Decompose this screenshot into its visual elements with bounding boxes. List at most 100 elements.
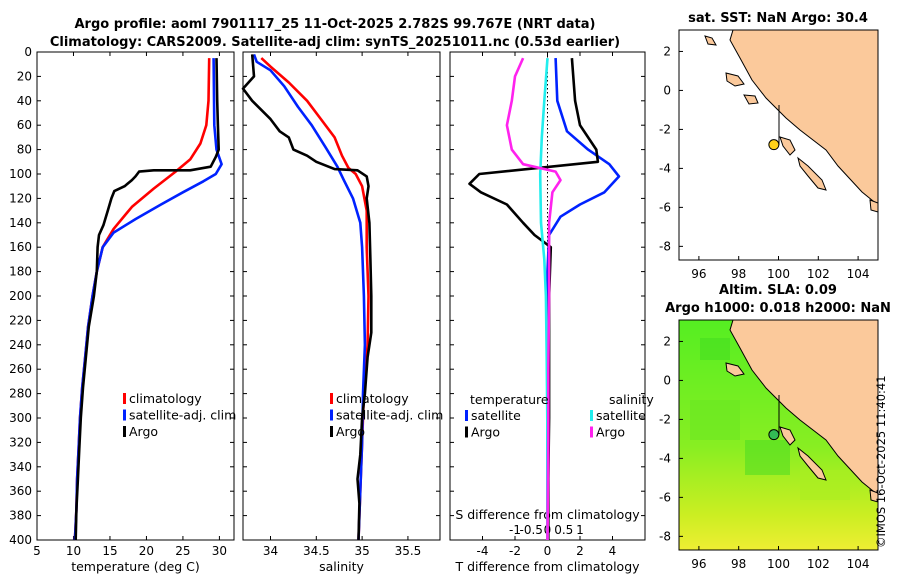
temp-legend-label: Argo: [129, 424, 158, 439]
temp-ytick-label: 20: [17, 69, 32, 83]
salinity-legend-label: satellite-adj. clim: [336, 408, 443, 423]
difference-xtick-label: 4: [609, 544, 617, 558]
sst_map-ytick-label: -4: [659, 161, 671, 175]
sst_map-xtick-label: 98: [731, 267, 746, 281]
sla-map-island-1: [725, 362, 745, 377]
difference-legend-swatch: [590, 410, 593, 421]
sst-map-argo-float-marker: [768, 139, 780, 151]
sla-map-title-line1: Altim. SLA: 0.09: [719, 283, 837, 298]
sla_map-ytick-label: -6: [659, 490, 671, 504]
sla_map-ytick-label: -8: [659, 529, 671, 543]
temp-ytick-label: 400: [9, 533, 32, 547]
sla_map-xtick-label: 100: [767, 557, 790, 571]
difference-legend-title-temperature: temperature: [470, 392, 549, 407]
temp-xtick-label: 25: [175, 544, 190, 558]
sla-map-patch-4: [800, 470, 850, 500]
sst-map-island-4: [797, 156, 827, 191]
temp-legend-swatch: [123, 426, 126, 437]
sla-map-sumatra-land: [729, 320, 878, 496]
temp-ytick-label: 220: [9, 313, 32, 327]
temp-ytick-label: 160: [9, 240, 32, 254]
sst_map-xtick-label: 96: [691, 267, 706, 281]
sst_map-xtick-label: 104: [847, 267, 870, 281]
salinity-legend-swatch: [330, 409, 333, 421]
sla_map-xtick-label: 104: [847, 557, 870, 571]
sla_map-ytick-label: -2: [659, 412, 671, 426]
sst-map-island-1: [725, 72, 745, 87]
sla-map-patch-1: [700, 338, 730, 360]
temp-ytick-label: 100: [9, 167, 32, 181]
temp-ytick-label: 80: [17, 143, 32, 157]
temp-xtick-label: 5: [33, 544, 41, 558]
sst-map-island-3: [779, 136, 796, 156]
temp-ytick-label: 320: [9, 435, 32, 449]
sla-map-island-3: [797, 446, 827, 481]
salinity-frame: [242, 51, 441, 541]
sst-map-ticks: 96 98 100 102 104 2 0 -2 -4 -6 -8: [659, 44, 870, 281]
sla-map-title-line2: Argo h1000: 0.018 h2000: NaN: [665, 301, 891, 316]
temp-xtick-label: 15: [102, 544, 117, 558]
salinity-legend-label: Argo: [336, 424, 365, 439]
sla-map-patch-2: [690, 400, 740, 440]
salinity-xlabel: salinity: [319, 559, 364, 574]
sla-map-panel: Altim. SLA: 0.09 Argo h1000: 0.018 h2000…: [659, 283, 891, 571]
sst-map-sumatra-land: [729, 30, 878, 206]
difference-top-xtick-label: 1: [576, 523, 584, 537]
temp-xlabel: temperature (deg C): [71, 559, 200, 574]
temp-ytick-label: 180: [9, 265, 32, 279]
temp-ytick-label: 280: [9, 387, 32, 401]
difference-legend-title-salinity: salinity: [609, 392, 654, 407]
sla_map-xtick-label: 96: [691, 557, 706, 571]
temperature-panel: 0 20 40 60 80 100 120 140 160 180 200 220 240 260 280 3…: [9, 45, 236, 574]
difference-series-s-argo: [505, 57, 562, 541]
temp-ytick-label: 380: [9, 509, 32, 523]
temp-ytick-label: 120: [9, 191, 32, 205]
sst_map-ytick-label: 0: [663, 83, 671, 97]
sla_map-ytick-label: 0: [663, 373, 671, 387]
temp-xtick-label: 30: [212, 544, 227, 558]
sla_map-xtick-label: 102: [807, 557, 830, 571]
salinity-panel: 34 34.5 35 35.5 salinity climatology satellite…: [241, 51, 443, 574]
sst-map-panel: sat. SST: NaN Argo: 30.4 96 98 100 102 104 2 0…: [659, 11, 879, 281]
sst_map-ytick-label: -6: [659, 200, 671, 214]
temp-ytick-label: 200: [9, 289, 32, 303]
temp-legend-swatch: [123, 393, 126, 404]
temp-xtick-label: 20: [139, 544, 154, 558]
sst_map-ytick-label: -8: [659, 239, 671, 253]
temp-ytick-label: 60: [17, 118, 32, 132]
difference-top-xtick-label: -1: [509, 523, 521, 537]
sst_map-ytick-label: 2: [663, 44, 671, 58]
temp-ytick-label: 140: [9, 216, 32, 230]
sst-map-island-2: [743, 94, 759, 105]
sst_map-ytick-label: -2: [659, 122, 671, 136]
difference-legend-swatch: [465, 410, 468, 421]
difference-xtick-label: 2: [576, 544, 584, 558]
difference-xtick-label: 0: [544, 544, 552, 558]
temp-ytick-label: 340: [9, 460, 32, 474]
difference-legend-label: Argo: [596, 425, 625, 440]
sla-map-ticks: 96 98 100 102 104 2 0 -2 -4 -6 -8: [659, 334, 870, 571]
difference-legend-swatch: [590, 426, 593, 438]
temp-legend-swatch: [123, 409, 126, 421]
sla-map-island-2: [779, 426, 796, 446]
figure-title-line2: Climatology: CARS2009. Satellite-adj cli…: [50, 35, 620, 50]
temp-xtick-label: 10: [66, 544, 81, 558]
sla_map-ytick-label: 2: [663, 334, 671, 348]
temp-series-argo: [74, 58, 220, 541]
temp-ytick-label: 300: [9, 411, 32, 425]
sst_map-xtick-label: 102: [807, 267, 830, 281]
salinity-legend-swatch: [330, 426, 333, 437]
difference-legend-swatch: [465, 426, 468, 438]
difference-legend-label: satellite: [471, 408, 521, 423]
temp-frame: [36, 51, 235, 541]
salinity-xtick-label: 35: [354, 544, 369, 558]
difference-xlabel: T difference from climatology: [454, 559, 640, 574]
salinity-xtick-label: 35.5: [395, 544, 422, 558]
copyright-note: ©IMOS 16-Oct-2025 11:40:41: [874, 375, 888, 548]
temp-legend-label: climatology: [129, 391, 202, 406]
salinity-xtick-label: 34.5: [303, 544, 330, 558]
sla-map-island-4: [869, 489, 878, 503]
difference-top-xtick-label: 0.5: [554, 523, 573, 537]
